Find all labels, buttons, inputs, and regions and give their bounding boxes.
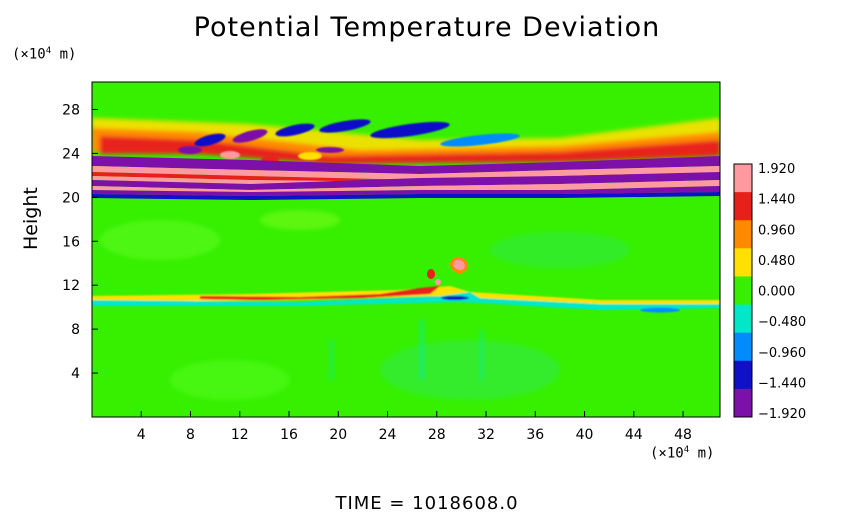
x-tick-label: 16 [280, 427, 298, 443]
y-axis-ticks: 4 8 12 16 20 24 28 [62, 102, 98, 382]
colorbar-label: 0.000 [758, 285, 795, 300]
lower-band [92, 286, 720, 313]
y-tick-label: 16 [62, 234, 80, 250]
colorbar-label: −0.960 [758, 346, 806, 361]
y-tick-label: 8 [71, 322, 80, 338]
colorbar-swatch [734, 332, 752, 362]
colorbar-swatch [734, 276, 752, 306]
x-axis-ticks: 4 8 12 16 20 24 28 32 36 40 44 48 [137, 411, 692, 443]
y-tick-label: 12 [62, 278, 80, 294]
x-tick-label: 36 [526, 427, 544, 443]
colorbar-swatch [734, 220, 752, 249]
time-label: TIME = 1018608.0 [335, 493, 519, 514]
colorbar-label: −1.920 [758, 407, 806, 422]
colorbar-label: −0.480 [758, 315, 806, 330]
colorbar-swatch [734, 248, 752, 277]
x-tick-label: 20 [329, 427, 347, 443]
colorbar-swatch [734, 304, 752, 334]
colorbar-label: 0.960 [758, 223, 795, 238]
x-tick-label: 32 [477, 427, 495, 443]
plot-frame [91, 81, 721, 418]
colorbar-swatch [734, 192, 752, 221]
y-tick-label: 20 [62, 190, 80, 206]
colorbar-label: 0.480 [758, 254, 795, 269]
colorbar-label: 1.920 [758, 162, 795, 177]
colorbar: 1.920 1.440 0.960 0.480 0.000 −0.480 −0.960 −1.… [733, 162, 806, 422]
x-tick-label: 8 [186, 427, 195, 443]
x-tick-label: 44 [625, 427, 643, 443]
x-tick-label: 40 [576, 427, 594, 443]
colorbar-swatch [734, 164, 752, 193]
chart-title: Potential Temperature Deviation [193, 12, 661, 43]
colorbar-label: −1.440 [758, 376, 806, 391]
x-tick-label: 28 [428, 427, 446, 443]
x-axis-unit: (×104 m) [650, 445, 715, 462]
field-mottling [100, 210, 630, 400]
y-axis-unit: (×104 m) [12, 46, 77, 63]
colorbar-swatch [734, 388, 752, 418]
x-tick-label: 24 [379, 427, 397, 443]
x-tick-label: 12 [231, 427, 249, 443]
main-bands [92, 156, 720, 200]
colorbar-swatch [734, 360, 752, 390]
y-tick-label: 24 [62, 146, 80, 162]
y-tick-label: 4 [71, 366, 80, 382]
heatmap-field [92, 82, 720, 417]
colorbar-label: 1.440 [758, 193, 795, 208]
colorbar-frame [733, 163, 753, 418]
isolated-blobs [427, 256, 468, 285]
x-tick-label: 4 [137, 427, 146, 443]
upper-warm-band [92, 118, 720, 164]
cool-streaks [330, 320, 483, 380]
x-tick-label: 48 [674, 427, 692, 443]
wave-blobs [178, 119, 520, 164]
y-tick-label: 28 [62, 102, 80, 118]
